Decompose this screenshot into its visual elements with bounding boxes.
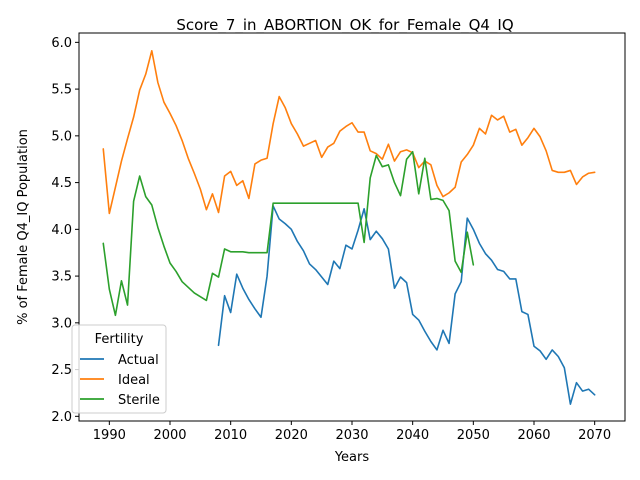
legend-label-sterile: Sterile (118, 393, 160, 408)
y-tick-label: 4.5 (51, 176, 72, 191)
y-axis-title: % of Female Q4_IQ Population (16, 129, 31, 325)
series-line-sterile (102, 150, 475, 317)
series-layer (102, 49, 596, 405)
x-axis: 1990 2000 2010 2020 2030 2040 2050 2060 2070 (93, 421, 611, 443)
chart-title: Score_7_in_ABORTION_OK_for_Female_Q4_IQ (176, 16, 513, 35)
y-tick-label: 2.0 (51, 410, 72, 425)
y-tick-label: 6.0 (51, 36, 72, 51)
legend-label-ideal: Ideal (118, 373, 150, 388)
x-tick-label: 2050 (457, 428, 490, 443)
plot-area (79, 33, 625, 421)
series-line-actual (217, 205, 596, 405)
x-tick-label: 2000 (153, 428, 186, 443)
y-tick-label: 5.5 (51, 83, 72, 98)
y-tick-label: 4.0 (51, 223, 72, 238)
y-tick-label: 3.0 (51, 316, 72, 331)
y-tick-label: 2.5 (51, 363, 72, 378)
y-axis: 2.0 2.5 3.0 3.5 4.0 4.5 5.0 5.5 6.0 (51, 36, 79, 425)
legend: Fertility Actual Ideal Sterile (71, 324, 167, 414)
series-line-ideal (102, 49, 596, 215)
y-tick-label: 5.0 (51, 129, 72, 144)
x-tick-label: 2040 (396, 428, 429, 443)
x-tick-label: 2010 (214, 428, 247, 443)
x-axis-title: Years (334, 450, 370, 465)
x-tick-label: 1990 (93, 428, 126, 443)
legend-title: Fertility (95, 332, 144, 347)
x-tick-label: 2030 (335, 428, 368, 443)
y-tick-label: 3.5 (51, 270, 72, 285)
x-tick-label: 2020 (275, 428, 308, 443)
x-tick-label: 2060 (517, 428, 550, 443)
legend-label-actual: Actual (118, 353, 159, 368)
x-tick-label: 2070 (578, 428, 611, 443)
legend-box (71, 324, 167, 414)
